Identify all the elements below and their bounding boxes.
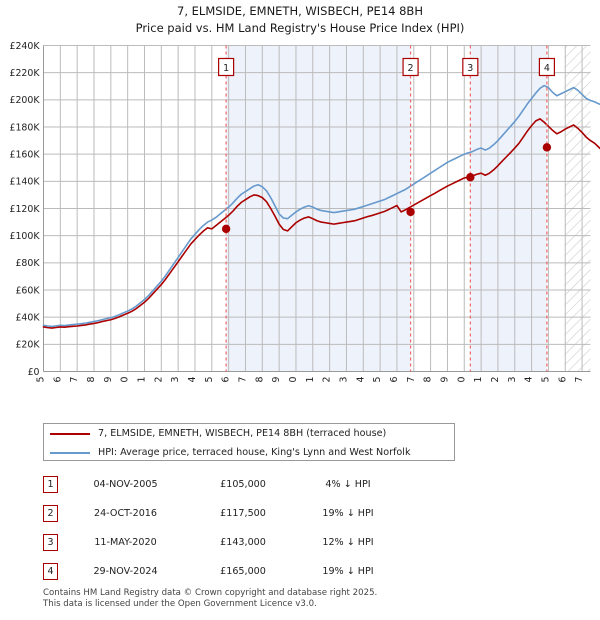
svg-text:3: 3 xyxy=(467,63,473,74)
transaction-badge-1: 1 xyxy=(43,476,58,493)
page-title: 7, ELMSIDE, EMNETH, WISBECH, PE14 8BH Pr… xyxy=(0,3,600,37)
chart-legend: 7, ELMSIDE, EMNETH, WISBECH, PE14 8BH (t… xyxy=(43,423,455,461)
svg-text:£120K: £120K xyxy=(9,204,40,215)
table-row[interactable]: 2 24-OCT-2016 £117,500 19% ↓ HPI xyxy=(43,499,463,528)
transaction-delta-2: 19% ↓ HPI xyxy=(322,508,374,519)
footer-line-1: Contains HM Land Registry data © Crown c… xyxy=(43,588,378,598)
svg-text:2014: 2014 xyxy=(355,376,366,383)
svg-text:2018: 2018 xyxy=(423,376,434,383)
transaction-price-1: £105,000 xyxy=(220,479,266,490)
svg-text:1995: 1995 xyxy=(36,376,47,383)
transaction-date-1: 04-NOV-2005 xyxy=(93,479,158,490)
transaction-price-3: £143,000 xyxy=(220,537,266,548)
svg-text:£0: £0 xyxy=(28,367,40,378)
svg-text:£160K: £160K xyxy=(9,150,40,161)
price-chart: 1 2 3 4 £0 £20K £40K £60K £80K £100K £120K £140K £1… xyxy=(0,38,600,383)
transaction-price-4: £165,000 xyxy=(220,566,266,577)
svg-text:2010: 2010 xyxy=(288,376,299,383)
transactions-table: 1 04-NOV-2005 £105,000 4% ↓ HPI 2 24-OCT… xyxy=(43,470,463,586)
table-row[interactable]: 4 29-NOV-2024 £165,000 19% ↓ HPI xyxy=(43,557,463,586)
svg-text:2002: 2002 xyxy=(153,376,164,383)
svg-text:2019: 2019 xyxy=(439,376,450,383)
y-axis-labels: £0 £20K £40K £60K £80K £100K £120K £140K £160K £1… xyxy=(9,41,40,378)
legend-label-price-paid: 7, ELMSIDE, EMNETH, WISBECH, PE14 8BH (t… xyxy=(98,428,387,439)
svg-text:2015: 2015 xyxy=(372,376,383,383)
chart-series xyxy=(42,84,600,329)
transaction-date-4: 29-NOV-2024 xyxy=(93,566,158,577)
svg-text:£240K: £240K xyxy=(9,41,40,52)
legend-label-hpi: HPI: Average price, terraced house, King… xyxy=(98,447,411,458)
svg-text:1997: 1997 xyxy=(69,376,80,383)
transaction-badge-2: 2 xyxy=(43,505,58,522)
legend-swatch-hpi xyxy=(50,451,90,454)
svg-text:£100K: £100K xyxy=(9,231,40,242)
transaction-badge-3: 3 xyxy=(43,534,58,551)
svg-text:£20K: £20K xyxy=(15,340,40,351)
svg-text:2003: 2003 xyxy=(170,376,181,383)
svg-text:£140K: £140K xyxy=(9,177,40,188)
svg-text:2: 2 xyxy=(408,63,414,74)
svg-text:1996: 1996 xyxy=(52,376,63,383)
transaction-badges: 1 2 3 4 xyxy=(218,57,556,77)
svg-text:4: 4 xyxy=(544,63,550,74)
svg-text:£80K: £80K xyxy=(15,258,40,269)
transaction-badge-4: 4 xyxy=(43,563,58,580)
svg-text:2007: 2007 xyxy=(237,376,248,383)
svg-text:2025: 2025 xyxy=(540,376,551,383)
svg-text:2012: 2012 xyxy=(322,376,333,383)
svg-text:2005: 2005 xyxy=(204,376,215,383)
svg-text:1: 1 xyxy=(223,63,229,74)
svg-text:2000: 2000 xyxy=(120,376,131,383)
x-axis-labels: 1995 1996 1997 1998 1999 2000 2001 2002 2003 2004… xyxy=(36,376,586,383)
transaction-date-2: 24-OCT-2016 xyxy=(93,508,158,519)
transaction-price-2: £117,500 xyxy=(220,508,266,519)
svg-text:2024: 2024 xyxy=(524,376,535,383)
svg-text:2017: 2017 xyxy=(406,376,417,383)
svg-text:£220K: £220K xyxy=(9,68,40,79)
legend-swatch-price-paid xyxy=(50,432,90,435)
svg-text:2006: 2006 xyxy=(221,376,232,383)
title-line-2: Price paid vs. HM Land Registry's House … xyxy=(135,21,465,35)
svg-text:2023: 2023 xyxy=(507,376,518,383)
svg-text:£40K: £40K xyxy=(15,313,40,324)
svg-text:1998: 1998 xyxy=(86,376,97,383)
table-row[interactable]: 3 11-MAY-2020 £143,000 12% ↓ HPI xyxy=(43,528,463,557)
transaction-delta-3: 12% ↓ HPI xyxy=(322,537,374,548)
transaction-delta-1: 4% ↓ HPI xyxy=(325,479,371,490)
svg-text:2011: 2011 xyxy=(305,376,316,383)
svg-text:2009: 2009 xyxy=(271,376,282,383)
footer-line-2: This data is licensed under the Open Gov… xyxy=(43,598,317,609)
svg-text:2022: 2022 xyxy=(490,376,501,383)
legend-item-price-paid: 7, ELMSIDE, EMNETH, WISBECH, PE14 8BH (t… xyxy=(44,424,454,443)
transaction-delta-4: 19% ↓ HPI xyxy=(322,566,374,577)
chart-svg: 1 2 3 4 £0 £20K £40K £60K £80K £100K £120K £140K £1… xyxy=(9,41,600,383)
svg-text:2020: 2020 xyxy=(456,376,467,383)
svg-text:2021: 2021 xyxy=(473,376,484,383)
svg-text:£180K: £180K xyxy=(9,122,40,133)
svg-text:£60K: £60K xyxy=(15,285,40,296)
svg-text:2027: 2027 xyxy=(574,376,585,383)
svg-text:2013: 2013 xyxy=(338,376,349,383)
legend-item-hpi: HPI: Average price, terraced house, King… xyxy=(44,443,454,462)
svg-text:2004: 2004 xyxy=(187,376,198,383)
transaction-dots xyxy=(221,143,552,234)
transaction-date-3: 11-MAY-2020 xyxy=(94,537,157,548)
svg-text:1999: 1999 xyxy=(103,376,114,383)
attribution-footer: Contains HM Land Registry data © Crown c… xyxy=(43,588,563,609)
svg-text:2008: 2008 xyxy=(254,376,265,383)
svg-text:2001: 2001 xyxy=(136,376,147,383)
chart-gridlines xyxy=(43,45,591,372)
svg-text:2016: 2016 xyxy=(389,376,400,383)
svg-text:2026: 2026 xyxy=(557,376,568,383)
table-row[interactable]: 1 04-NOV-2005 £105,000 4% ↓ HPI xyxy=(43,470,463,499)
svg-text:£200K: £200K xyxy=(9,95,40,106)
title-line-1: 7, ELMSIDE, EMNETH, WISBECH, PE14 8BH xyxy=(177,4,423,18)
